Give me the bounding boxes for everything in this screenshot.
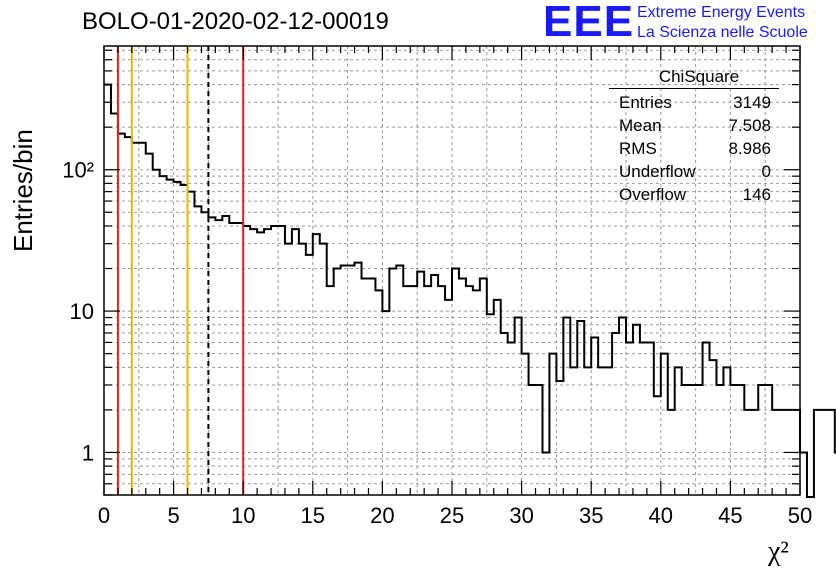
grid-lines <box>104 46 800 496</box>
stats-box: ChiSquare Entries 3149 Mean 7.508 RMS 8.… <box>609 66 779 206</box>
y-tick-label: 10² <box>62 158 94 183</box>
x-axis-label: χ² <box>768 536 789 567</box>
x-tick-label: 30 <box>509 503 533 528</box>
stats-label: Entries <box>619 93 672 112</box>
x-tick-label: 10 <box>231 503 255 528</box>
histogram-line <box>104 83 836 498</box>
y-axis-label: Entries/bin <box>8 129 38 252</box>
stats-label: RMS <box>619 139 657 158</box>
logo-line-2: La Scienza nelle Scuole <box>637 24 808 41</box>
eee-logo: EEE <box>543 0 635 46</box>
x-tick-label: 20 <box>370 503 394 528</box>
stats-value: 3149 <box>733 93 771 112</box>
stats-value: 8.986 <box>728 139 771 158</box>
stats-row: Overflow 146 <box>609 183 779 206</box>
stats-divider <box>609 88 779 89</box>
x-tick-label: 25 <box>440 503 464 528</box>
logo-line-1: Extreme Energy Events <box>637 4 806 21</box>
axes: 0 5 10 15 20 25 30 35 40 45 50 1 10 10² <box>62 45 812 528</box>
y-axis-label-wrap: Entries/bin <box>8 129 38 252</box>
x-tick-label: 50 <box>788 503 812 528</box>
stats-label: Mean <box>619 116 662 135</box>
chart-title: BOLO-01-2020-02-12-00019 <box>82 8 389 35</box>
histogram-series <box>104 83 836 498</box>
stats-label: Overflow <box>619 185 687 204</box>
stats-row: RMS 8.986 <box>609 137 779 160</box>
stats-value: 146 <box>742 185 771 204</box>
x-tick-label: 45 <box>718 503 742 528</box>
threshold-lines <box>116 46 245 495</box>
y-tick-label: 1 <box>82 440 94 465</box>
x-tick-label: 15 <box>301 503 325 528</box>
stats-value: 7.508 <box>728 116 771 135</box>
y-tick-label: 10 <box>70 299 94 324</box>
stats-row: Underflow 0 <box>609 160 779 183</box>
stats-row: Mean 7.508 <box>609 114 779 137</box>
x-tick-label: 0 <box>98 503 110 528</box>
x-tick-label: 35 <box>579 503 603 528</box>
x-tick-label: 40 <box>649 503 673 528</box>
stats-row: Entries 3149 <box>609 91 779 114</box>
stats-value: 0 <box>761 162 771 181</box>
stats-label: Underflow <box>619 162 696 181</box>
stats-title: ChiSquare <box>658 67 740 86</box>
x-tick-label: 5 <box>167 503 179 528</box>
